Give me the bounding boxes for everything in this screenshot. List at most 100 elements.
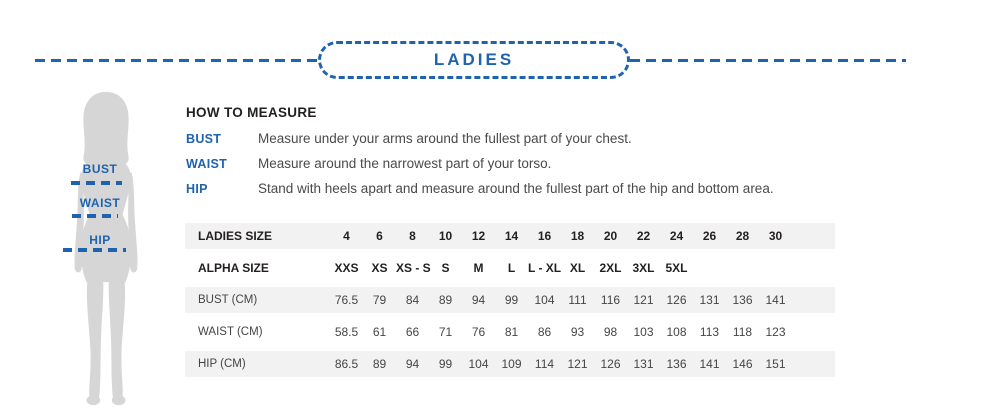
measure-item-text: Measure around the narrowest part of you… (258, 156, 552, 171)
table-cell: 131 (633, 357, 654, 371)
table-cell: 146 (732, 357, 753, 371)
table-row-label: BUST (CM) (198, 294, 258, 306)
table-cell: 113 (699, 325, 720, 339)
woman-silhouette-icon (74, 91, 138, 406)
table-cell: 26 (702, 229, 717, 243)
section-title: LADIES (433, 50, 515, 69)
table-cell: 108 (666, 325, 687, 339)
table-cell: 61 (372, 325, 387, 339)
table-cell: 118 (732, 325, 753, 339)
table-cell: XS (371, 261, 388, 275)
how-to-measure-list: BUST Measure under your arms around the f… (186, 126, 886, 201)
table-cell: 58.5 (334, 325, 359, 339)
table-cell: 114 (534, 357, 555, 371)
measure-item: BUST Measure under your arms around the f… (186, 126, 886, 151)
table-cell: 141 (699, 357, 720, 371)
measure-item-label: WAIST (186, 156, 228, 171)
table-cell: 121 (567, 357, 588, 371)
table-row-label: LADIES SIZE (198, 229, 273, 243)
table-cell: 131 (699, 293, 720, 307)
table-cell: 98 (603, 325, 618, 339)
table-cell: 12 (471, 229, 486, 243)
divider-dashed-line-right (630, 59, 906, 62)
table-cell: 10 (438, 229, 453, 243)
table-cell: 4 (343, 229, 350, 243)
table-cell: 86.5 (334, 357, 359, 371)
table-cell: 104 (534, 293, 555, 307)
table-cell: XS - S (396, 261, 431, 275)
table-cell: 71 (438, 325, 453, 339)
table-cell: XXS (334, 261, 359, 275)
table-cell: 126 (600, 357, 621, 371)
table-cell: 109 (501, 357, 522, 371)
table-cell: 66 (405, 325, 420, 339)
size-table: LADIES SIZE 4 6 8 10 12 14 16 18 20 22 24 26 28 30 ALPH… (185, 220, 835, 380)
table-cell: 81 (504, 325, 519, 339)
table-row: LADIES SIZE 4 6 8 10 12 14 16 18 20 22 24 26 28 30 (185, 220, 835, 252)
measure-item: WAIST Measure around the narrowest part o… (186, 151, 886, 176)
measure-item-label: HIP (186, 181, 208, 196)
table-cell: 116 (600, 293, 621, 307)
table-cell: 14 (504, 229, 519, 243)
table-cell: 121 (633, 293, 654, 307)
table-cell: 136 (666, 357, 687, 371)
table-cell: 8 (409, 229, 416, 243)
table-row-label: ALPHA SIZE (198, 261, 269, 275)
table-cell: 24 (669, 229, 684, 243)
table-cell: 103 (633, 325, 654, 339)
figure-hip-label: HIP (89, 233, 111, 247)
divider-dashed-line-left (35, 59, 318, 62)
table-cell: 30 (768, 229, 783, 243)
table-cell: 76 (471, 325, 486, 339)
table-row: WAIST (CM) 58.5 61 66 71 76 81 86 93 98 103 108 113 1… (185, 316, 835, 348)
table-cell: L (507, 261, 516, 275)
table-cell: 28 (735, 229, 750, 243)
table-cell: 126 (666, 293, 687, 307)
measure-item: HIP Stand with heels apart and measure ar… (186, 176, 886, 201)
table-cell: 6 (376, 229, 383, 243)
table-cell: 123 (765, 325, 786, 339)
how-to-measure-heading: HOW TO MEASURE (186, 105, 317, 120)
table-cell: S (441, 261, 450, 275)
table-cell: 86 (537, 325, 552, 339)
table-row: ALPHA SIZE XXS XS XS - S S M L L - XL XL 2XL 3XL 5X… (185, 252, 835, 284)
table-cell: 94 (405, 357, 420, 371)
table-cell: M (473, 261, 484, 275)
table-cell: 141 (765, 293, 786, 307)
table-row-label: HIP (CM) (198, 358, 246, 370)
table-cell: 136 (732, 293, 753, 307)
measure-item-text: Stand with heels apart and measure aroun… (258, 181, 774, 196)
table-cell: 84 (405, 293, 420, 307)
table-cell: 94 (471, 293, 486, 307)
table-cell: 93 (570, 325, 585, 339)
table-row: HIP (CM) 86.5 89 94 99 104 109 114 121 126 131 136 1… (185, 348, 835, 380)
table-cell: 76.5 (334, 293, 359, 307)
table-cell: L - XL (528, 261, 562, 275)
measure-item-text: Measure under your arms around the fulle… (258, 131, 632, 146)
table-cell: 104 (468, 357, 489, 371)
table-cell: 16 (537, 229, 552, 243)
table-cell: 89 (372, 357, 387, 371)
table-cell: 79 (372, 293, 387, 307)
figure-bust-label: BUST (82, 162, 118, 176)
figure-waist-dashed-line (72, 214, 118, 218)
figure-waist-label: WAIST (79, 196, 121, 210)
table-cell: 2XL (599, 261, 622, 275)
table-row-label: WAIST (CM) (198, 326, 263, 338)
table-cell: 5XL (665, 261, 688, 275)
table-cell: 20 (603, 229, 618, 243)
table-cell: 22 (636, 229, 651, 243)
table-cell: XL (569, 261, 586, 275)
table-cell: 151 (765, 357, 786, 371)
figure-hip-dashed-line (63, 248, 126, 252)
table-cell: 99 (504, 293, 519, 307)
table-cell: 89 (438, 293, 453, 307)
ladies-section-pill: LADIES (318, 41, 630, 79)
table-cell: 3XL (632, 261, 655, 275)
figure-bust-dashed-line (71, 181, 122, 185)
table-cell: 18 (570, 229, 585, 243)
table-cell: 99 (438, 357, 453, 371)
table-cell: 111 (568, 293, 587, 307)
measure-item-label: BUST (186, 131, 222, 146)
